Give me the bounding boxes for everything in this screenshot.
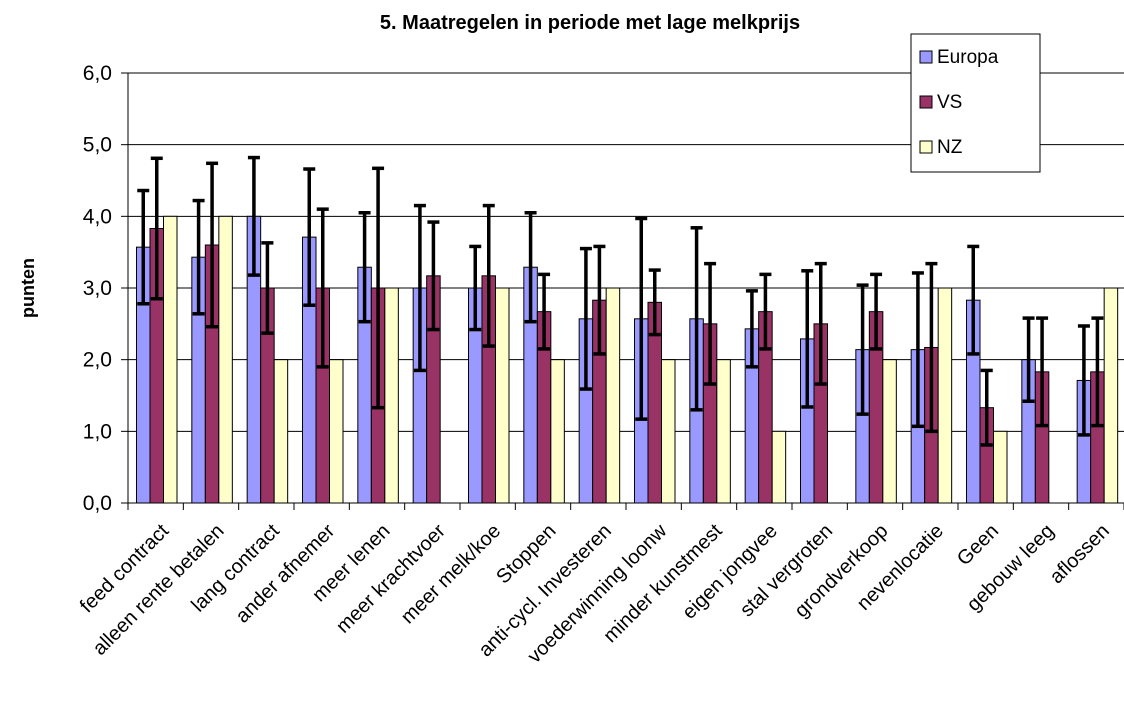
bar-nz (882, 359, 897, 504)
y-tick-label: 4,0 (83, 205, 112, 228)
x-category-label: Geen (953, 520, 1003, 570)
y-axis-ticks: 0,0 1,0 2,0 3,0 4,0 5,0 6,0 (83, 62, 128, 515)
bar-nz (495, 287, 510, 504)
x-category-label: meer melk/koe (397, 520, 505, 628)
bar-nz (329, 359, 344, 504)
y-tick-label: 6,0 (83, 62, 112, 85)
chart-title: 5. Maatregelen in periode met lage melkp… (380, 12, 800, 34)
y-tick-label: 1,0 (83, 420, 112, 443)
legend: Europa VS NZ (910, 33, 1041, 173)
legend-swatch (919, 140, 933, 154)
y-tick-label: 3,0 (83, 277, 112, 300)
bar-nz (218, 215, 233, 504)
y-tick-label: 0,0 (83, 492, 112, 515)
y-axis-label: punten (18, 258, 38, 318)
bar-nz (550, 359, 565, 504)
bar-nz (993, 430, 1008, 504)
bar-nz (771, 430, 787, 504)
legend-swatch (919, 50, 933, 64)
legend-label: VS (937, 92, 962, 113)
y-tick-label: 2,0 (83, 349, 112, 372)
x-category-label: ander afnemer (232, 520, 340, 628)
axes (127, 73, 1124, 510)
legend-label: Europa (937, 47, 999, 68)
bar-nz (384, 287, 399, 504)
bar-nz (716, 359, 731, 504)
y-tick-label: 5,0 (83, 134, 112, 157)
legend-label: NZ (937, 137, 963, 158)
bar-nz (605, 287, 621, 504)
error-bars (137, 155, 1104, 447)
bar-nz (273, 359, 289, 504)
bar-nz (163, 215, 178, 504)
x-category-label: eigen jongvee (678, 520, 782, 624)
legend-swatch (919, 95, 933, 109)
bar-nz (661, 359, 676, 504)
bar-nz (1103, 287, 1119, 504)
x-category-label: aflossen (1046, 520, 1114, 588)
bar-nz (937, 287, 953, 504)
gridlines (128, 72, 1124, 432)
